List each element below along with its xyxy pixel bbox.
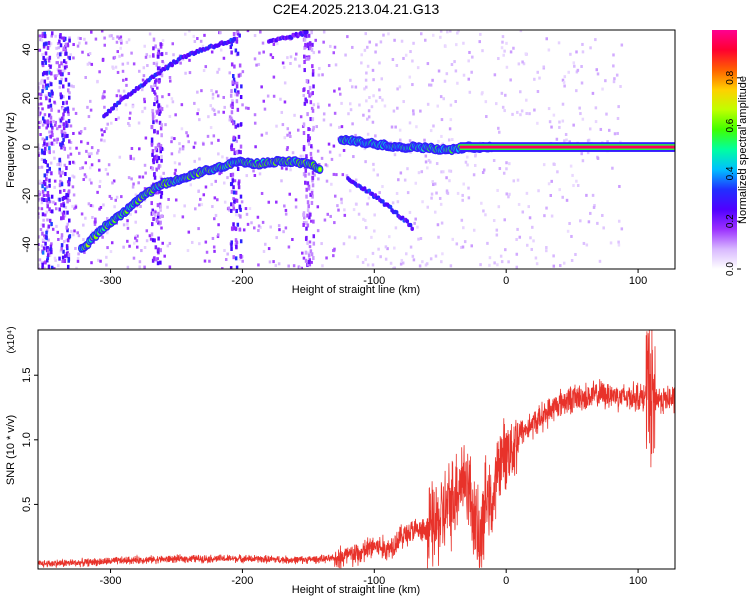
spectrogram-xlabel: Height of straight line (km) xyxy=(292,284,420,296)
snr-marks xyxy=(38,330,675,569)
colorbar-gradient xyxy=(712,30,737,269)
snr-frame xyxy=(37,329,676,570)
spectrogram-line-band xyxy=(460,142,675,152)
colorbar-ticks: 0.0 0.2 0.4 0.6 0.8 xyxy=(725,70,741,276)
snr-xtick-label: -300 xyxy=(100,575,122,587)
chart-title: C2E4.2025.213.04.21.G13 xyxy=(273,1,440,17)
spectrogram-frame xyxy=(37,29,676,270)
colorbar-tick-label: 0.2 xyxy=(725,214,736,228)
snr-xtick-label: 100 xyxy=(629,575,647,587)
spectrogram-ytick-label: 0 xyxy=(21,144,33,150)
spectrogram-ytick-label: 20 xyxy=(21,92,33,104)
spectrogram-ytick-label: -20 xyxy=(21,188,33,204)
spectrogram-marks xyxy=(38,30,675,269)
spectrogram-main-track xyxy=(78,155,324,253)
snr-ytick-label: 0.5 xyxy=(21,497,33,512)
snr-xtick-label: -200 xyxy=(231,575,253,587)
snr-axes: -300 -200 -100 0 100 0.5 1.0 1.5 xyxy=(21,368,647,587)
snr-series-line xyxy=(38,330,675,569)
snr-xlabel: Height of straight line (km) xyxy=(292,584,420,596)
spectrogram-xtick-label: -100 xyxy=(363,275,385,287)
spectrogram-xtick-label: 100 xyxy=(629,275,647,287)
snr-panel: -300 -200 -100 0 100 0.5 1.0 1.5 Height of stra… xyxy=(5,326,676,596)
spectrogram-ylabel: Frequency (Hz) xyxy=(5,112,17,188)
snr-xtick-label: -100 xyxy=(363,575,385,587)
colorbar-tick-label: 0.8 xyxy=(725,70,736,84)
spectrogram-xtick-label: -200 xyxy=(231,275,253,287)
snr-y-multiplier: (x10⁴) xyxy=(6,326,17,353)
spectrogram-xtick-label: -300 xyxy=(100,275,122,287)
snr-ytick-label: 1.5 xyxy=(21,368,33,383)
snr-ylabel: SNR (10 * v/v) xyxy=(5,415,17,485)
colorbar-tick-label: 0.0 xyxy=(725,262,736,276)
spectrogram-ytick-label: 40 xyxy=(21,43,33,55)
snr-ytick-label: 1.0 xyxy=(21,432,33,447)
snr-xtick-label: 0 xyxy=(503,575,509,587)
colorbar-tick-label: 0.6 xyxy=(725,118,736,132)
colorbar: 0.0 0.2 0.4 0.6 0.8 Normalized spectral ampl… xyxy=(712,30,749,276)
spectrogram-ytick-label: -40 xyxy=(21,237,33,253)
spectrogram-xtick-label: 0 xyxy=(503,275,509,287)
spectrogram-upper-arc xyxy=(102,36,237,119)
colorbar-tick-label: 0.4 xyxy=(725,166,736,180)
spectrogram-lower-arc xyxy=(346,176,415,232)
spectrogram-upper-arc-2 xyxy=(266,30,309,44)
colorbar-label: Normalized spectral amplitude xyxy=(737,76,749,224)
